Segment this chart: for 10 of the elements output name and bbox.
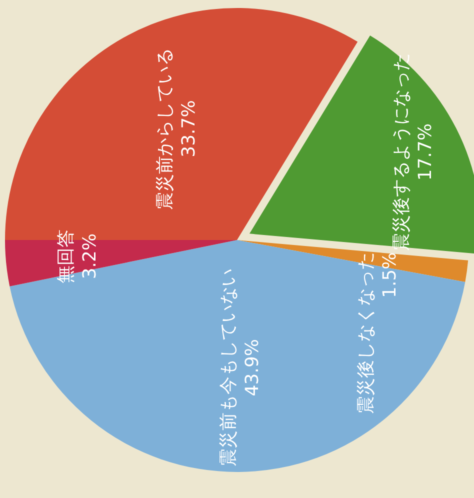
data-label: 43.9% <box>242 339 264 396</box>
data-label: 33.7% <box>178 100 200 158</box>
data-label: 3.2% <box>79 233 100 280</box>
slice-label: 無回答 <box>55 229 76 284</box>
data-label: 17.7% <box>414 123 436 181</box>
slice-label: 震災前も今もしていない <box>218 268 240 467</box>
slice-label: 震災後するようになった <box>390 53 412 252</box>
data-label: 1.5% <box>380 252 401 298</box>
slice-label: 震災前からしている <box>154 48 176 210</box>
slice-label: 震災後しなくなった <box>356 252 377 414</box>
